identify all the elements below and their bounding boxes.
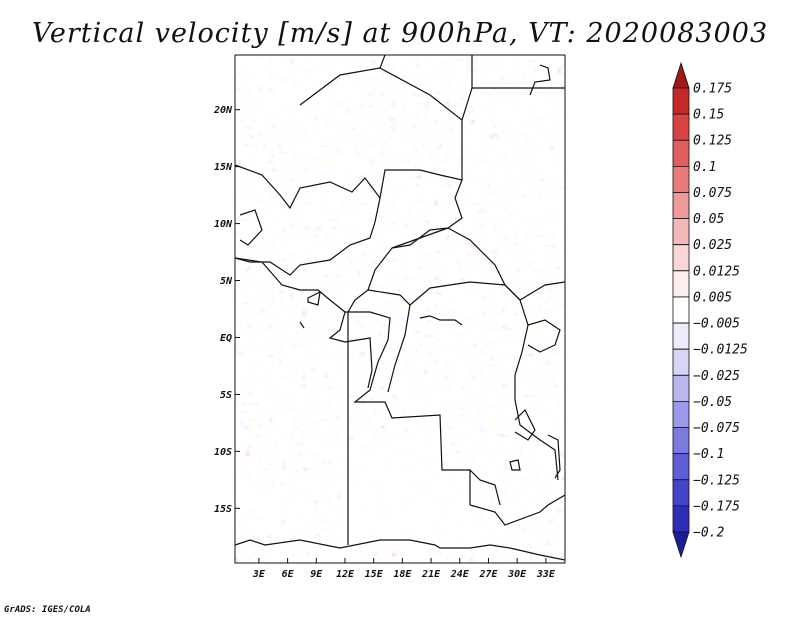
colorbar-label: −0.005 [693, 317, 740, 332]
colorbar-swatch [672, 218, 690, 246]
colorbar-label: 0.175 [693, 82, 732, 97]
lat-label: 15N [214, 162, 233, 173]
map-title: Vertical velocity [m/s] at 900hPa, VT: 2… [32, 18, 768, 49]
lon-label: 21E [421, 569, 441, 580]
colorbar-label: 0.15 [693, 108, 724, 123]
colorbar-swatch [672, 244, 690, 272]
colorbar-label: 0.0125 [693, 264, 740, 279]
lon-label: 9E [310, 569, 323, 580]
colorbar-swatch [672, 87, 690, 115]
grads-credit: GrADS: IGES/COLA [4, 605, 91, 615]
colorbar-label: 0.125 [693, 134, 732, 149]
colorbar-swatch [672, 296, 690, 324]
colorbar-swatch [672, 427, 690, 455]
colorbar-swatch [672, 270, 690, 298]
lat-label: 20N [213, 105, 233, 116]
colorbar-label: −0.025 [693, 369, 740, 384]
colorbar-label: −0.075 [693, 421, 740, 436]
latitude-axis: 20N 15N 10N 5N EQ 5S 10S 15S [213, 105, 240, 515]
colorbar-label: −0.1 [693, 447, 724, 462]
lat-label: 10N [214, 219, 233, 230]
lon-label: 6E [282, 569, 295, 580]
colorbar-label: −0.05 [693, 395, 732, 410]
colorbar-label: −0.175 [693, 499, 740, 514]
plot-area [235, 55, 565, 563]
colorbar-label: −0.125 [693, 473, 740, 488]
colorbar-swatch [672, 348, 690, 376]
colorbar-swatch [672, 322, 690, 350]
colorbar-swatch [672, 165, 690, 193]
colorbar-label: 0.075 [693, 186, 732, 201]
country-borders [235, 55, 565, 561]
lat-label: 5S [220, 390, 232, 401]
lat-label: EQ [220, 333, 232, 344]
lon-label: 27E [478, 569, 498, 580]
longitude-axis: 3E 6E 9E 12E 15E 18E 21E 24E 27E 30E 33E [252, 558, 556, 580]
colorbar-swatch [672, 139, 690, 167]
plot-frame [234, 54, 566, 564]
colorbar-swatch [672, 531, 690, 559]
colorbar-label: 0.05 [693, 212, 724, 227]
lon-label: 24E [450, 569, 470, 580]
colorbar-swatch [672, 401, 690, 428]
lon-label: 3E [252, 569, 266, 580]
colorbar-swatch [672, 505, 690, 533]
colorbar-label: 0.025 [693, 238, 732, 253]
colorbar-swatch [672, 479, 690, 507]
colorbar-swatch [672, 61, 690, 89]
colorbar-label: 0.005 [693, 290, 732, 305]
lon-label: 18E [393, 569, 412, 580]
lon-label: 15E [365, 569, 384, 580]
colorbar-swatch [672, 453, 690, 481]
colorbar: 0.175 0.15 0.125 0.1 0.075 0.05 0.025 0.0125 0.0… [672, 61, 748, 559]
lon-label: 12E [336, 569, 355, 580]
colorbar-label: −0.0125 [693, 343, 748, 358]
lon-label: 30E [507, 569, 527, 580]
colorbar-swatch [672, 374, 690, 402]
colorbar-swatch [672, 192, 690, 219]
calm-region-south [350, 430, 470, 545]
lat-label: 5N [220, 276, 233, 287]
lat-label: 10S [214, 447, 232, 458]
colorbar-swatch [672, 113, 690, 141]
colorbar-label: −0.2 [693, 526, 724, 541]
calm-region-north [300, 85, 380, 150]
lon-label: 33E [536, 569, 556, 580]
colorbar-label: 0.1 [693, 160, 716, 175]
lat-label: 15S [214, 504, 232, 515]
